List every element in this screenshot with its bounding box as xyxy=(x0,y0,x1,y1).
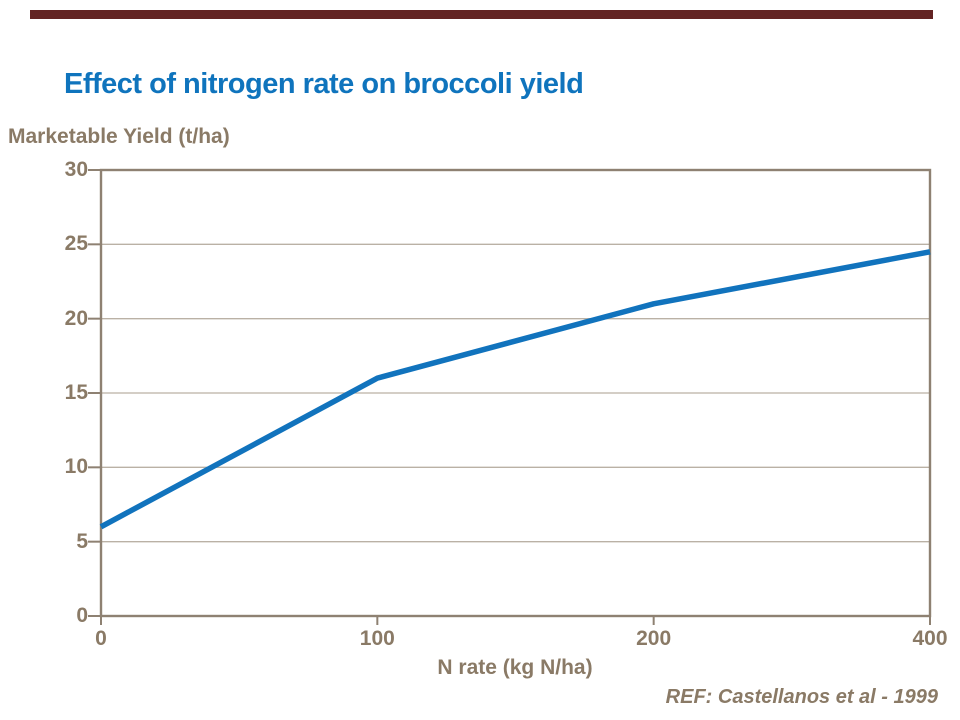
axis-ticks xyxy=(88,169,931,625)
chart-title: Effect of nitrogen rate on broccoli yiel… xyxy=(64,68,584,100)
reference-citation: REF: Castellanos et al - 1999 xyxy=(665,686,938,708)
y-tick-label: 5 xyxy=(76,529,88,553)
y-tick-label: 15 xyxy=(64,381,88,404)
y-tick-label: 25 xyxy=(64,232,88,256)
x-axis-title: N rate (kg N/ha) xyxy=(437,656,593,679)
y-axis-title: Marketable Yield (t/ha) xyxy=(8,125,230,148)
yield-data-line xyxy=(99,249,931,530)
y-tick-label: 10 xyxy=(64,455,88,479)
marketable-yield-series xyxy=(99,249,931,530)
x-tick-label: 400 xyxy=(912,627,948,650)
x-tick-label: 200 xyxy=(636,627,672,650)
y-tick-label: 30 xyxy=(64,158,88,181)
y-tick-label: 0 xyxy=(76,604,88,627)
y-tick-label: 20 xyxy=(64,306,88,330)
top-accent-bar xyxy=(30,10,933,19)
x-tick-label: 100 xyxy=(359,627,395,650)
gridlines xyxy=(101,243,930,543)
x-tick-label: 0 xyxy=(95,627,107,650)
